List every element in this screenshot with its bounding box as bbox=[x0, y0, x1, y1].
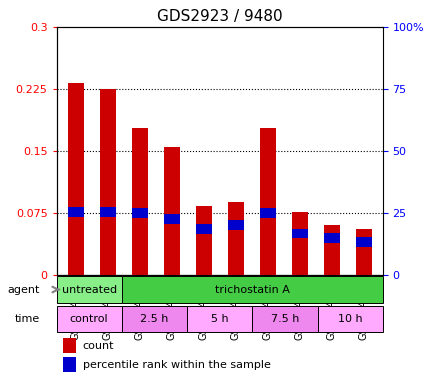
FancyBboxPatch shape bbox=[122, 306, 187, 332]
Text: 5 h: 5 h bbox=[210, 314, 228, 324]
Bar bbox=[227, 220, 243, 230]
Bar bbox=[63, 338, 76, 353]
Bar bbox=[132, 128, 148, 275]
Bar bbox=[259, 208, 275, 218]
Text: control: control bbox=[70, 314, 108, 324]
FancyBboxPatch shape bbox=[122, 276, 382, 303]
Bar bbox=[132, 208, 148, 218]
Text: untreated: untreated bbox=[62, 285, 116, 295]
Text: 7.5 h: 7.5 h bbox=[270, 314, 299, 324]
Title: GDS2923 / 9480: GDS2923 / 9480 bbox=[157, 9, 282, 24]
Text: percentile rank within the sample: percentile rank within the sample bbox=[82, 360, 270, 370]
Bar bbox=[195, 206, 211, 275]
FancyBboxPatch shape bbox=[187, 306, 252, 332]
Text: agent: agent bbox=[8, 285, 40, 295]
Bar bbox=[163, 147, 179, 275]
Bar bbox=[227, 202, 243, 275]
FancyBboxPatch shape bbox=[252, 306, 317, 332]
Text: time: time bbox=[15, 314, 40, 324]
Text: 10 h: 10 h bbox=[337, 314, 362, 324]
FancyBboxPatch shape bbox=[317, 306, 382, 332]
Bar bbox=[291, 228, 307, 238]
FancyBboxPatch shape bbox=[56, 276, 122, 303]
Bar bbox=[68, 83, 83, 275]
Text: trichostatin A: trichostatin A bbox=[214, 285, 289, 295]
Bar bbox=[63, 357, 76, 372]
Bar bbox=[259, 128, 275, 275]
Bar bbox=[355, 237, 371, 247]
Text: 2.5 h: 2.5 h bbox=[140, 314, 168, 324]
Bar bbox=[68, 207, 83, 217]
Bar bbox=[355, 229, 371, 275]
Bar bbox=[163, 214, 179, 223]
FancyBboxPatch shape bbox=[56, 306, 122, 332]
Bar bbox=[99, 89, 115, 275]
Bar bbox=[291, 212, 307, 275]
Bar bbox=[323, 225, 339, 275]
Bar bbox=[99, 207, 115, 217]
Text: count: count bbox=[82, 341, 114, 351]
Bar bbox=[195, 224, 211, 234]
Bar bbox=[323, 233, 339, 243]
